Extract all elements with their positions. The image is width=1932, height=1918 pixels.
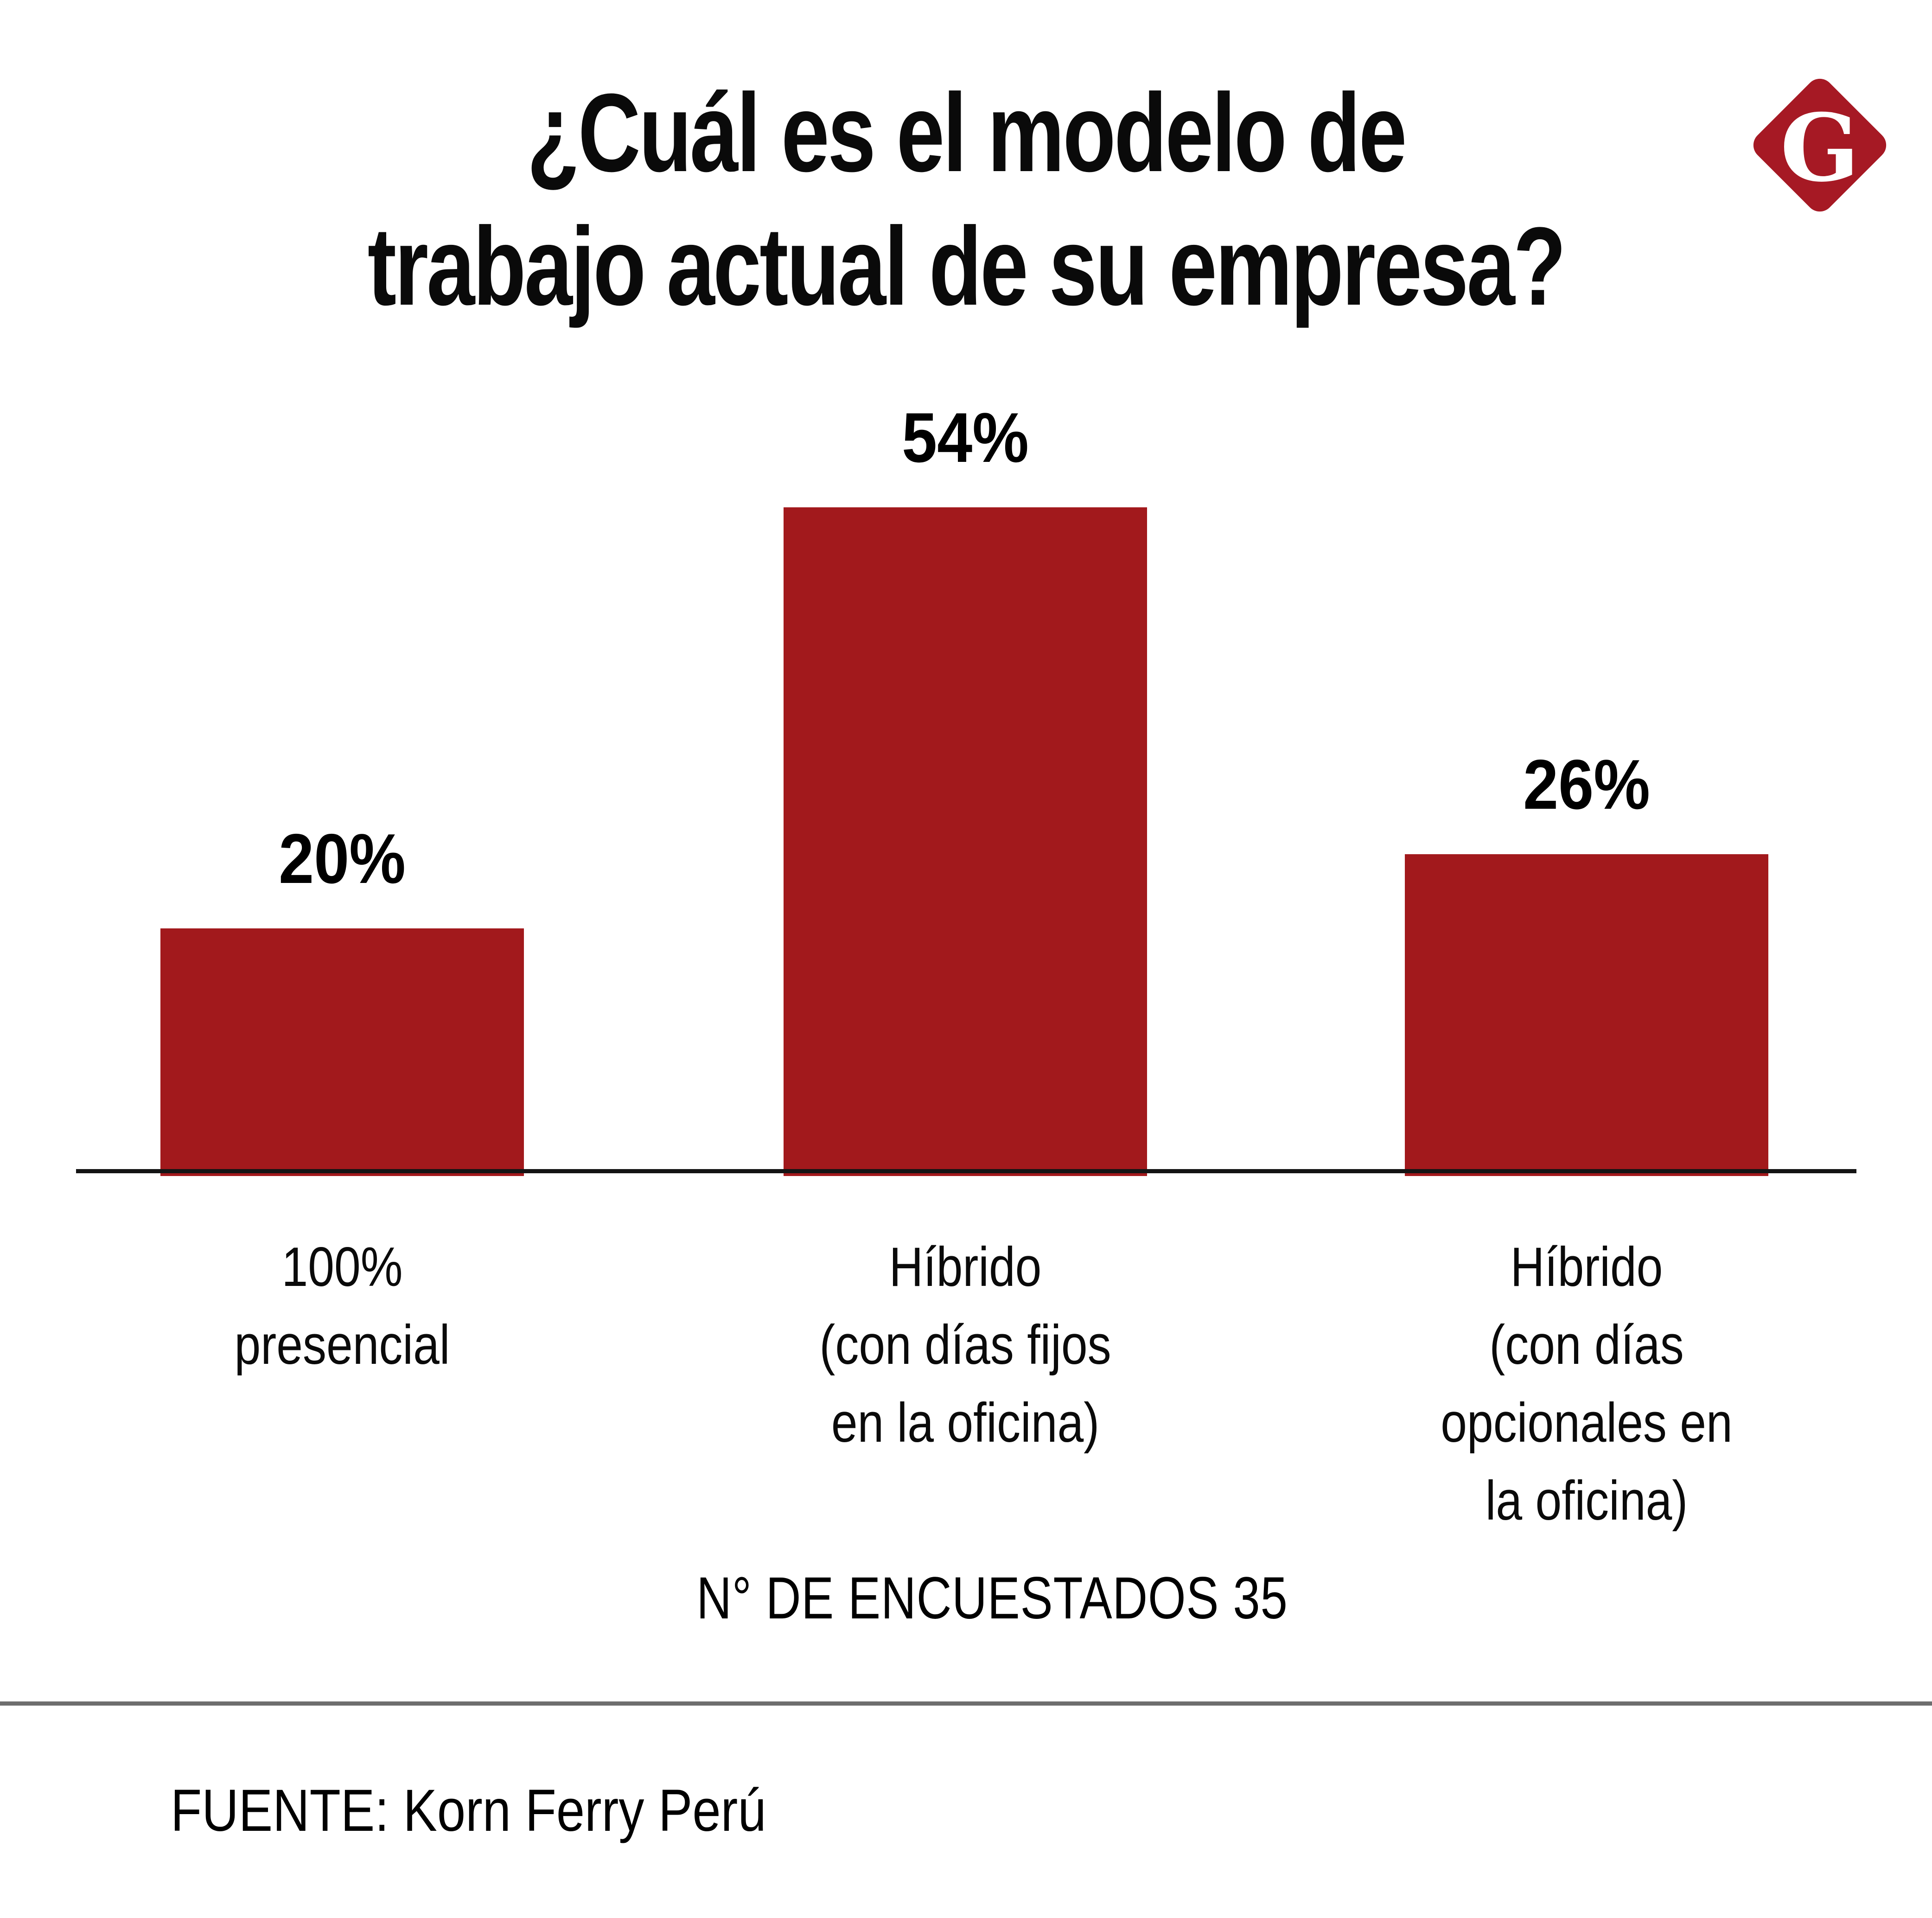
category-line: opcionales en (1441, 1392, 1733, 1454)
footer-divider (0, 1701, 1932, 1706)
category-line: presencial (234, 1314, 450, 1376)
chart-title-line1: ¿Cuál es el modelo de (527, 70, 1407, 195)
category-label-hibrido-fijos: Híbrido (con días fijos en la oficina) (745, 1228, 1186, 1462)
category-line: en la oficina) (831, 1392, 1100, 1454)
category-line: (con días fijos (819, 1314, 1111, 1376)
value-label-hibrido-fijos: 54% (902, 398, 1029, 478)
respondents-note: N° DE ENCUESTADOS 35 (696, 1565, 1288, 1631)
bar-hibrido-fijos (784, 507, 1147, 1176)
x-axis-line (76, 1169, 1856, 1173)
category-line: (con días (1489, 1314, 1684, 1376)
chart-title: ¿Cuál es el modelo de trabajo actual de … (212, 66, 1719, 333)
category-line: 100% (281, 1236, 403, 1298)
category-line: la oficina) (1485, 1470, 1688, 1532)
value-label-hibrido-opcionales: 26% (1523, 745, 1650, 824)
logo-letter: G (1780, 93, 1860, 203)
category-label-100-presencial: 100% presencial (121, 1228, 563, 1384)
chart-title-line2: trabajo actual de su empresa? (367, 204, 1566, 328)
source-note: FUENTE: Korn Ferry Perú (171, 1777, 766, 1844)
bar-100-presencial (160, 928, 524, 1176)
category-line: Híbrido (889, 1236, 1042, 1298)
category-label-hibrido-opcionales: Híbrido (con días opcionales en la ofici… (1366, 1228, 1807, 1540)
bar-hibrido-opcionales (1405, 854, 1768, 1176)
value-label-100-presencial: 20% (279, 819, 406, 898)
gestion-logo: G (1747, 73, 1892, 217)
category-line: Híbrido (1510, 1236, 1663, 1298)
